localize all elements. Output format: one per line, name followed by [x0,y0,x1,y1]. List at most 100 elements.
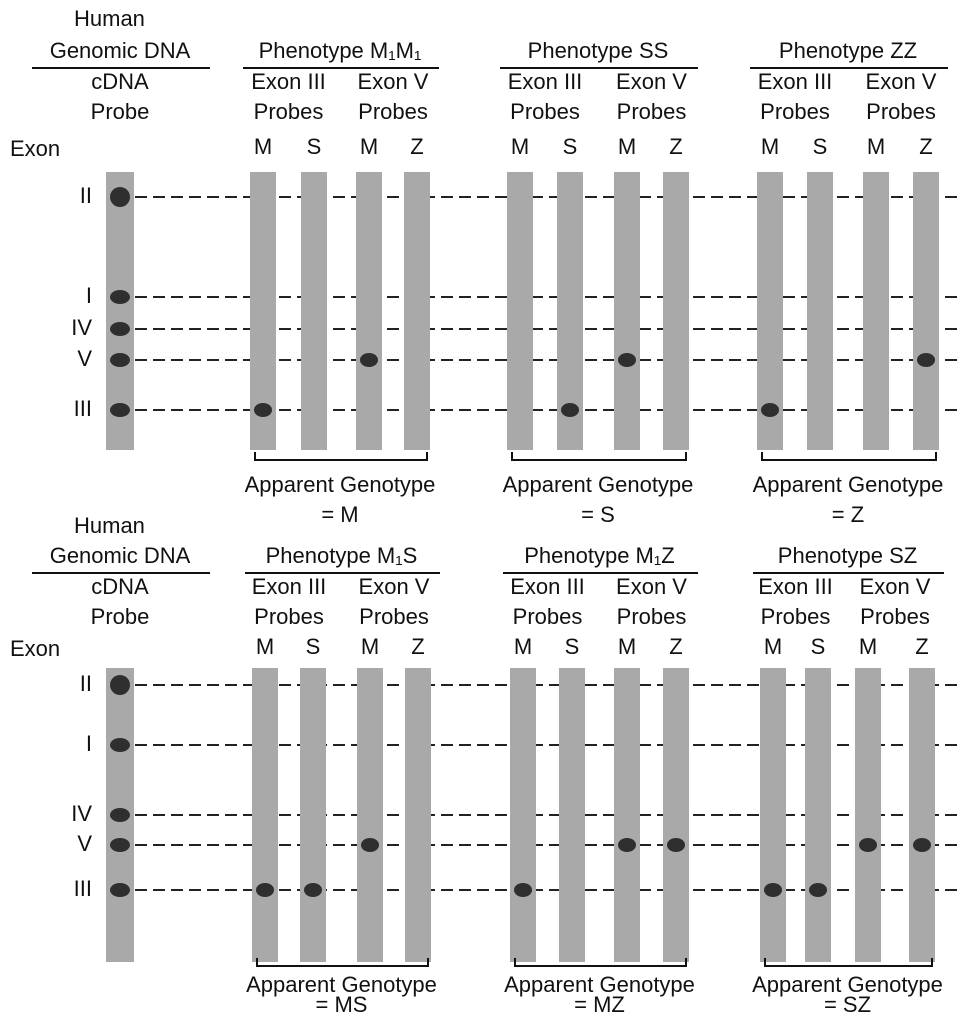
lane-label: S [307,134,322,159]
lane [863,172,889,450]
probe-exon: Exon III [758,574,833,599]
band [110,675,130,695]
result: Apparent Genotype [753,472,944,497]
lane-label: M [256,634,274,659]
band [110,738,130,752]
lane [909,668,935,962]
lane [805,668,831,962]
exon-label: IV [71,315,92,340]
band [618,353,636,367]
exon-label: III [74,396,92,421]
bracket [765,958,932,966]
probe-exon: Exon III [251,69,326,94]
lane-label: Z [410,134,423,159]
bracket [512,452,686,460]
band [304,883,322,897]
phenotype: Phenotype SS [528,38,669,63]
band [859,838,877,852]
bracket [257,958,428,966]
band [110,322,130,336]
exon-label: III [74,876,92,901]
band [561,403,579,417]
phenotype: Phenotype SZ [778,543,917,568]
lane-label: Z [411,634,424,659]
probes-label: Probes [254,99,324,124]
lane [404,172,430,450]
probes-label: Probes [358,99,428,124]
result: = Z [832,502,864,527]
exon-label: V [77,831,92,856]
band [110,838,130,852]
lane-label: S [306,634,321,659]
result: = S [581,502,615,527]
lane [855,668,881,962]
probes-label: Probes [254,604,324,629]
probes-label: Probes [510,99,580,124]
lane [405,668,431,962]
probe-exon: Exon V [358,69,429,94]
result: Apparent Genotype [245,472,436,497]
lane-label: M [254,134,272,159]
lane-label: Z [915,634,928,659]
band [110,403,130,417]
lane [357,668,383,962]
bracket [515,958,686,966]
reference-header: Human [74,513,145,538]
result: = M [321,502,358,527]
lane-label: M [761,134,779,159]
exon-label: IV [71,801,92,826]
probe-exon: Exon III [510,574,585,599]
lane-label: Z [669,134,682,159]
band [110,353,130,367]
probes-label: Probes [513,604,583,629]
band [809,883,827,897]
result: = MS [316,992,368,1013]
reference-header: Probe [91,99,150,124]
lane-label: Z [669,634,682,659]
band [360,353,378,367]
result: = SZ [824,992,871,1013]
probe-exon: Exon V [616,574,687,599]
lane [614,172,640,450]
lane [301,172,327,450]
exon-label: II [80,183,92,208]
probes-label: Probes [761,604,831,629]
band [917,353,935,367]
band [256,883,274,897]
probes-label: Probes [359,604,429,629]
lane-label: M [361,634,379,659]
reference-header: Probe [91,604,150,629]
band [761,403,779,417]
reference-header: Genomic DNA [50,543,191,568]
lane-label: M [618,634,636,659]
exon-heading: Exon [10,636,60,661]
bracket [762,452,936,460]
band [110,883,130,897]
result: = MZ [574,992,625,1013]
lane-label: M [867,134,885,159]
probes-label: Probes [866,99,936,124]
probe-exon: Exon V [866,69,937,94]
lane [663,668,689,962]
lane [807,172,833,450]
lane-label: S [563,134,578,159]
lane [559,668,585,962]
band [764,883,782,897]
probe-exon: Exon V [860,574,931,599]
probe-exon: Exon III [252,574,327,599]
exon-label: II [80,671,92,696]
probes-label: Probes [617,99,687,124]
lane [507,172,533,450]
lane-label: M [514,634,532,659]
exon-label: I [86,283,92,308]
probes-label: Probes [760,99,830,124]
band [361,838,379,852]
lane [300,668,326,962]
lane-label: M [360,134,378,159]
blot-figure: HumanGenomic DNAcDNAProbeExonIIIIVVIIIPh… [0,0,974,1013]
exon-label: I [86,731,92,756]
lane-label: M [511,134,529,159]
probe-exon: Exon V [616,69,687,94]
probe-exon: Exon III [508,69,583,94]
lane-label: Z [919,134,932,159]
